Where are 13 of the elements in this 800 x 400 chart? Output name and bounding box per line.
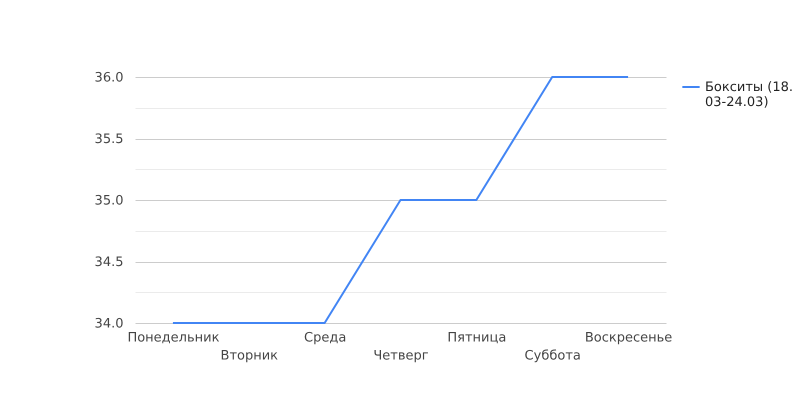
x-tick-label: Вторник	[220, 348, 278, 364]
x-tick-label: Воскресенье	[584, 330, 672, 346]
x-tick-label: Суббота	[524, 348, 581, 364]
y-tick-label: 35.5	[94, 132, 124, 147]
y-tick-label: 35.0	[94, 194, 124, 208]
legend-label: Бокситы (18.03-24.03)	[705, 80, 794, 110]
y-tick-label: 34.0	[94, 316, 124, 332]
x-tick-label: Понедельник	[127, 330, 220, 346]
y-tick-label: 36.0	[94, 70, 124, 86]
x-tick-label: Четверг	[373, 348, 429, 364]
x-tick-label: Пятница	[447, 330, 506, 346]
x-tick-label: Среда	[304, 330, 346, 346]
y-tick-label: 34.5	[94, 255, 124, 270]
